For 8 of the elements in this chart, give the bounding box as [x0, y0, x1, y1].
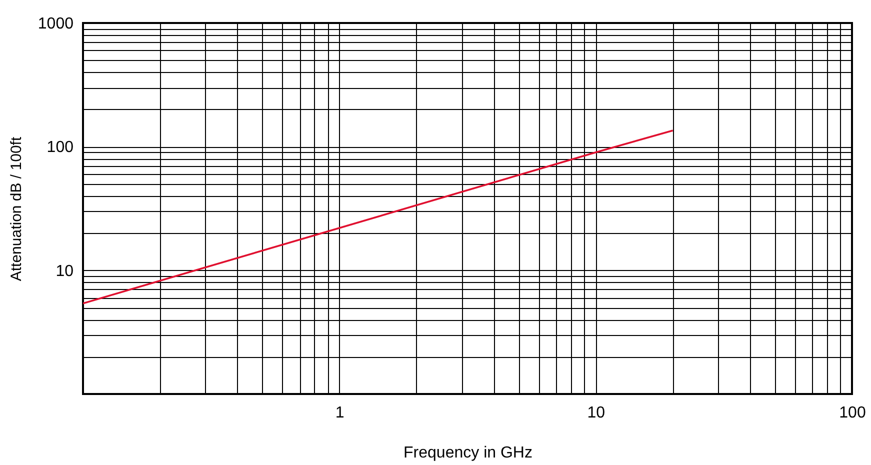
x-tick-label: 100 [839, 404, 866, 422]
y-axis-title: Attenuation dB / 100ft [8, 136, 25, 282]
y-tick-label: 10 [56, 262, 74, 280]
x-tick-label: 10 [587, 404, 606, 422]
y-tick-label: 1000 [38, 16, 74, 32]
x-tick-label: 1 [335, 404, 344, 422]
x-axis-title: Frequency in GHz [404, 444, 532, 462]
y-tick-label: 100 [46, 139, 74, 156]
